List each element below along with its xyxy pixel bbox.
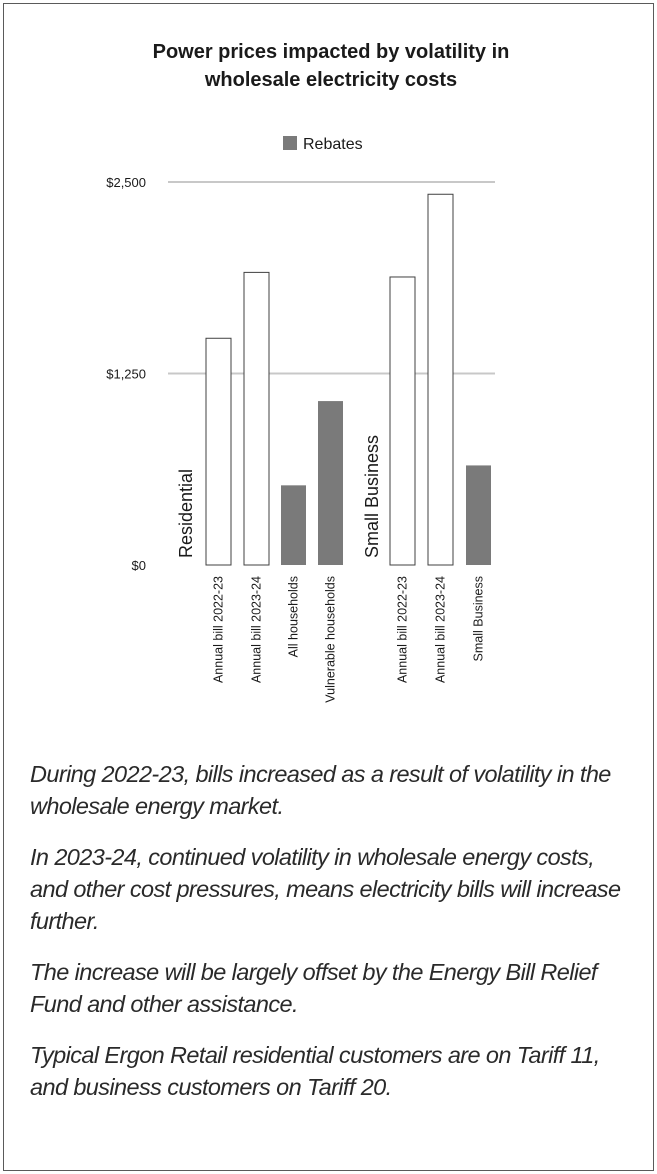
x-tick-label: Vulnerable households	[324, 576, 338, 703]
bar-rebate	[466, 465, 491, 565]
bar-bill	[389, 276, 416, 566]
bar-rebate	[281, 485, 306, 565]
notes-section: During 2022-23, bills increased as a res…	[30, 758, 630, 1122]
x-axis-labels: Annual bill 2022-23 Annual bill 2023-24 Al…	[212, 576, 486, 703]
legend-label-rebates: Rebates	[303, 136, 363, 153]
note-paragraph: Typical Ergon Retail residential custome…	[30, 1042, 600, 1100]
bar-chart: Power prices impacted by volatility in wh…	[106, 41, 510, 703]
legend-swatch-rebates	[283, 136, 297, 150]
y-tick-label: $2,500	[106, 175, 146, 190]
group-label: Residential	[176, 469, 196, 558]
bar-rebate	[318, 401, 343, 565]
x-tick-label: Small Business	[472, 576, 486, 661]
bar-bill	[427, 193, 454, 566]
y-axis-ticks: $2,500 $1,250 $0	[106, 175, 146, 573]
note-paragraph: The increase will be largely offset by t…	[30, 959, 597, 1017]
y-tick-label: $1,250	[106, 367, 146, 382]
bar-bill	[205, 337, 232, 566]
x-tick-label: Annual bill 2023-24	[250, 576, 264, 683]
bar-bill	[243, 271, 270, 566]
chart-bars	[205, 193, 491, 566]
chart-title-line: Power prices impacted by volatility in	[153, 41, 510, 63]
group-labels: Residential Small Business	[176, 435, 382, 558]
chart-legend: Rebates	[283, 136, 363, 153]
note-paragraph: During 2022-23, bills increased as a res…	[30, 761, 611, 819]
chart-title: Power prices impacted by volatility in wh…	[153, 41, 510, 91]
x-tick-label: All households	[287, 576, 301, 657]
x-tick-label: Annual bill 2023-24	[434, 576, 448, 683]
note-paragraph: In 2023-24, continued volatility in whol…	[30, 844, 621, 934]
infographic-frame	[3, 3, 654, 1171]
x-tick-label: Annual bill 2022-23	[212, 576, 226, 683]
y-tick-label: $0	[132, 558, 146, 573]
chart-title-line: wholesale electricity costs	[204, 69, 457, 91]
x-tick-label: Annual bill 2022-23	[396, 576, 410, 683]
group-label: Small Business	[362, 435, 382, 558]
